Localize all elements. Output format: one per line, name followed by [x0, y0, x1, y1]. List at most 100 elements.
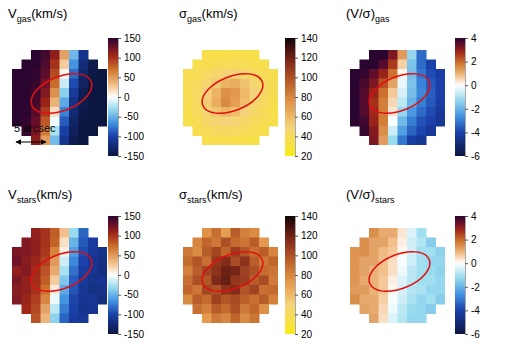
cell	[69, 60, 79, 70]
cell	[60, 60, 70, 70]
cell	[50, 266, 60, 276]
tick: 40	[295, 131, 313, 142]
panel-title: σstars(km/s)	[179, 187, 243, 205]
tick-mark	[118, 295, 121, 296]
cell	[60, 257, 70, 267]
cell	[79, 107, 89, 117]
cell	[221, 238, 231, 248]
cell	[369, 60, 379, 70]
cell	[436, 285, 446, 295]
cell	[426, 117, 436, 127]
cell	[22, 266, 32, 276]
tick: -50	[118, 289, 139, 300]
cell	[31, 228, 41, 238]
cell	[369, 304, 379, 314]
cell	[22, 238, 32, 248]
cell	[350, 69, 360, 79]
cell	[231, 136, 241, 146]
cell	[231, 266, 241, 276]
cell	[60, 266, 70, 276]
cell	[88, 276, 98, 286]
cell	[398, 117, 408, 127]
cell	[60, 79, 70, 89]
cell	[250, 136, 260, 146]
cell	[41, 98, 51, 108]
cell	[88, 257, 98, 267]
cell	[379, 60, 389, 70]
map	[350, 50, 445, 145]
cell	[98, 79, 108, 89]
cell	[250, 228, 260, 238]
cell	[398, 98, 408, 108]
cell	[31, 304, 41, 314]
cell	[379, 69, 389, 79]
cell	[259, 126, 269, 136]
tick-mark	[465, 216, 468, 217]
tick-label: -50	[124, 111, 139, 122]
panel-title: σgas(km/s)	[179, 6, 238, 24]
cell	[212, 314, 222, 324]
cell	[212, 88, 222, 98]
cell	[269, 88, 279, 98]
tick-mark	[465, 132, 468, 133]
cell	[350, 295, 360, 305]
cell	[193, 107, 203, 117]
cell	[41, 69, 51, 79]
cell	[88, 238, 98, 248]
tick-mark	[295, 334, 298, 335]
cell	[388, 117, 398, 127]
cell	[69, 228, 79, 238]
cell	[417, 60, 427, 70]
cell	[269, 107, 279, 117]
cell	[240, 136, 250, 146]
tick-mark	[295, 77, 298, 78]
cell	[388, 238, 398, 248]
cell	[202, 314, 212, 324]
cell	[98, 266, 108, 276]
cell	[60, 126, 70, 136]
panel: σgas(km/s)20406080100120140	[179, 6, 318, 162]
cell	[231, 314, 241, 324]
panel: Vgas(km/s)5 arcsec-150-100-50050100150	[8, 6, 144, 162]
cell	[88, 295, 98, 305]
cell	[250, 107, 260, 117]
cell	[202, 304, 212, 314]
cell	[379, 247, 389, 257]
cell	[212, 136, 222, 146]
cell	[202, 126, 212, 136]
colorbar	[455, 38, 465, 156]
tick: 2	[465, 234, 477, 245]
cell	[259, 60, 269, 70]
cell	[202, 247, 212, 257]
cell	[417, 50, 427, 60]
cell	[426, 247, 436, 257]
tick-mark	[295, 216, 298, 217]
tick-label: 40	[301, 309, 313, 320]
cell	[369, 117, 379, 127]
tick-mark	[118, 275, 121, 276]
axis-line	[465, 39, 466, 157]
cell	[79, 79, 89, 89]
cell	[240, 238, 250, 248]
cell	[360, 304, 370, 314]
cell	[250, 304, 260, 314]
cell	[417, 228, 427, 238]
cell	[250, 50, 260, 60]
panel-title: (V/σ)gas	[346, 6, 390, 24]
cell	[60, 276, 70, 286]
panel: Vstars(km/s)-150-100-50050100150	[8, 187, 144, 340]
cell	[388, 228, 398, 238]
tick-mark	[465, 310, 468, 311]
cell	[379, 117, 389, 127]
cell	[250, 117, 260, 127]
cell	[202, 238, 212, 248]
cell	[379, 50, 389, 60]
cell	[41, 247, 51, 257]
tick-mark	[295, 275, 298, 276]
tick: 120	[295, 230, 318, 241]
cell	[360, 285, 370, 295]
tick-label: 120	[301, 230, 318, 241]
cell	[31, 247, 41, 257]
cell	[60, 314, 70, 324]
cell	[417, 238, 427, 248]
